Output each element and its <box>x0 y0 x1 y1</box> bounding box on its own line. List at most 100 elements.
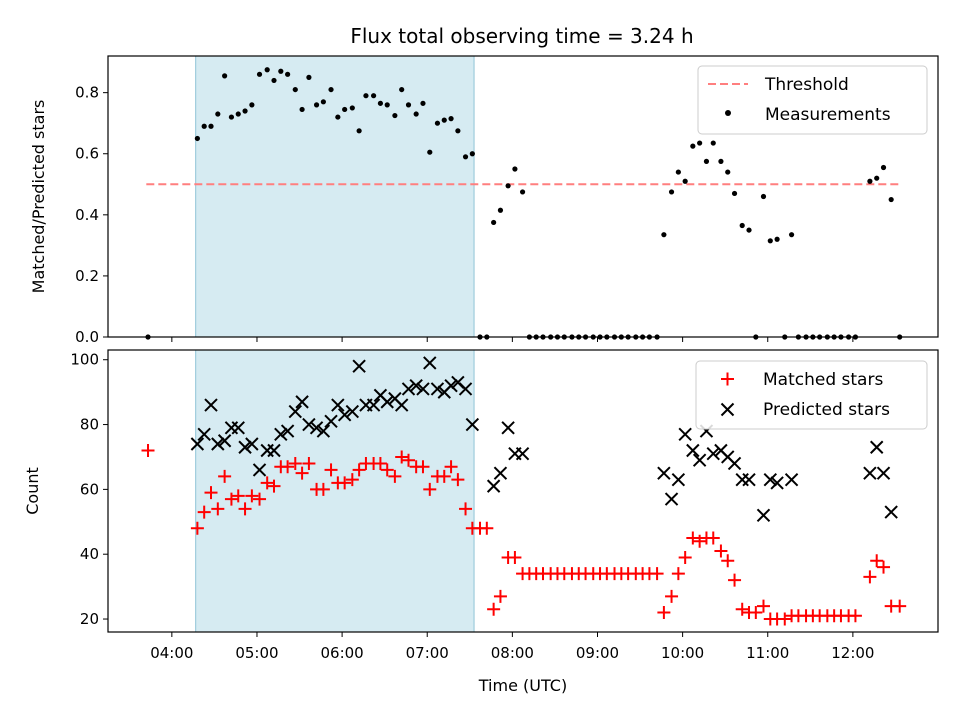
predicted-stars-point <box>416 382 430 396</box>
matched-stars-point <box>487 602 501 616</box>
predicted-stars-point <box>735 472 749 487</box>
predicted-stars-point <box>211 437 225 451</box>
measurement-point <box>194 135 200 142</box>
matched-stars-point <box>650 567 664 581</box>
measurement-point <box>731 190 738 197</box>
predicted-stars-point <box>231 421 245 435</box>
matched-stars-point <box>295 466 309 480</box>
bottom-y-tick-label: 40 <box>80 545 99 563</box>
measurement-point <box>363 93 369 99</box>
predicted-stars-point <box>706 447 720 461</box>
predicted-stars-point <box>444 378 458 393</box>
matched-stars-point <box>714 544 728 558</box>
measurement-point <box>491 219 497 226</box>
matched-stars-point <box>749 606 763 620</box>
predicted-stars-point <box>280 424 295 438</box>
x-tick-label: 12:00 <box>831 644 874 662</box>
measurement-point <box>427 149 433 155</box>
measurement-point <box>455 128 461 134</box>
predicted-stars-point <box>763 472 778 487</box>
top-y-tick-label: 0.0 <box>75 328 99 346</box>
predicted-stars-point <box>770 476 784 490</box>
bottom-y-tick-label: 60 <box>80 480 99 498</box>
matched-stars-point <box>260 476 274 490</box>
matched-stars-point <box>211 502 225 516</box>
predicted-stars-point <box>238 440 252 454</box>
predicted-stars-point <box>784 472 799 487</box>
measurement-point <box>434 120 441 126</box>
predicted-stars-point <box>515 447 530 461</box>
matched-stars-point <box>245 489 259 503</box>
matched-stars-point <box>345 473 359 487</box>
predicted-stars-point <box>267 443 281 458</box>
matched-stars-point <box>437 469 451 483</box>
predicted-stars-point <box>324 414 338 429</box>
matched-stars-point <box>141 443 155 457</box>
matched-stars-point <box>735 602 749 616</box>
measurement-point <box>519 189 526 195</box>
measurement-point <box>675 169 681 175</box>
predicted-stars-point <box>394 398 409 412</box>
predicted-stars-point <box>252 463 267 477</box>
predicted-stars-point <box>197 427 211 441</box>
matched-stars-point <box>728 573 742 587</box>
predicted-stars-point <box>884 505 898 519</box>
measurement-point <box>682 178 688 184</box>
measurement-point <box>371 93 377 99</box>
predicted-stars-point <box>863 466 877 480</box>
matched-stars-point <box>388 469 402 483</box>
measurement-point <box>497 207 504 213</box>
predicted-stars-point <box>486 479 501 493</box>
measurement-point <box>469 151 475 157</box>
measurement-point <box>228 114 235 120</box>
measurement-point <box>767 238 773 244</box>
matched-stars-point <box>316 482 330 496</box>
measurement-point <box>377 100 384 106</box>
predicted-stars-point <box>692 453 707 467</box>
measurement-point <box>405 102 412 108</box>
legend-measurements-label: Measurements <box>765 105 891 125</box>
top-y-axis-label: Matched/Predicted stars <box>29 100 48 294</box>
matched-stars-point <box>893 599 907 613</box>
measurement-point <box>725 169 731 175</box>
legend-threshold-label: Threshold <box>764 75 849 95</box>
top-y-tick-label: 0.8 <box>75 84 99 102</box>
matched-stars-point <box>444 460 458 474</box>
matched-stars-point <box>302 456 316 470</box>
measurement-point <box>697 140 703 146</box>
predicted-stars-point <box>423 356 437 370</box>
matched-stars-point <box>671 567 685 581</box>
measurement-point <box>746 227 752 233</box>
measurement-point <box>413 111 419 117</box>
predicted-stars-point <box>870 440 884 454</box>
matched-stars-point <box>373 456 387 470</box>
x-tick-label: 06:00 <box>320 644 363 662</box>
top-y-tick-label: 0.2 <box>75 267 99 285</box>
predicted-stars-point <box>295 395 309 409</box>
predicted-stars-point <box>678 427 692 441</box>
matched-stars-point <box>778 612 792 626</box>
matched-stars-point <box>863 570 877 584</box>
measurement-point <box>256 71 263 77</box>
measurement-point <box>760 193 767 200</box>
legend-measurements-swatch <box>725 110 731 116</box>
matched-stars-point <box>508 550 522 564</box>
bottom-highlight-span <box>195 349 475 633</box>
matched-stars-point <box>352 463 366 477</box>
measurement-point <box>399 86 405 93</box>
predicted-stars-point <box>409 378 423 393</box>
bottom-y-tick-label: 100 <box>70 351 99 369</box>
bottom-axes-frame <box>107 349 939 633</box>
measurement-point <box>420 100 426 106</box>
predicted-stars-point <box>664 492 679 506</box>
predicted-stars-point <box>742 472 756 487</box>
matched-stars-point <box>493 589 507 603</box>
measurement-point <box>208 123 214 129</box>
matched-stars-point <box>324 463 338 477</box>
measurement-point <box>462 154 469 160</box>
predicted-stars-point <box>686 443 700 458</box>
predicted-stars-point <box>302 417 316 432</box>
measurement-point <box>271 77 277 84</box>
predicted-stars-point <box>876 466 891 480</box>
